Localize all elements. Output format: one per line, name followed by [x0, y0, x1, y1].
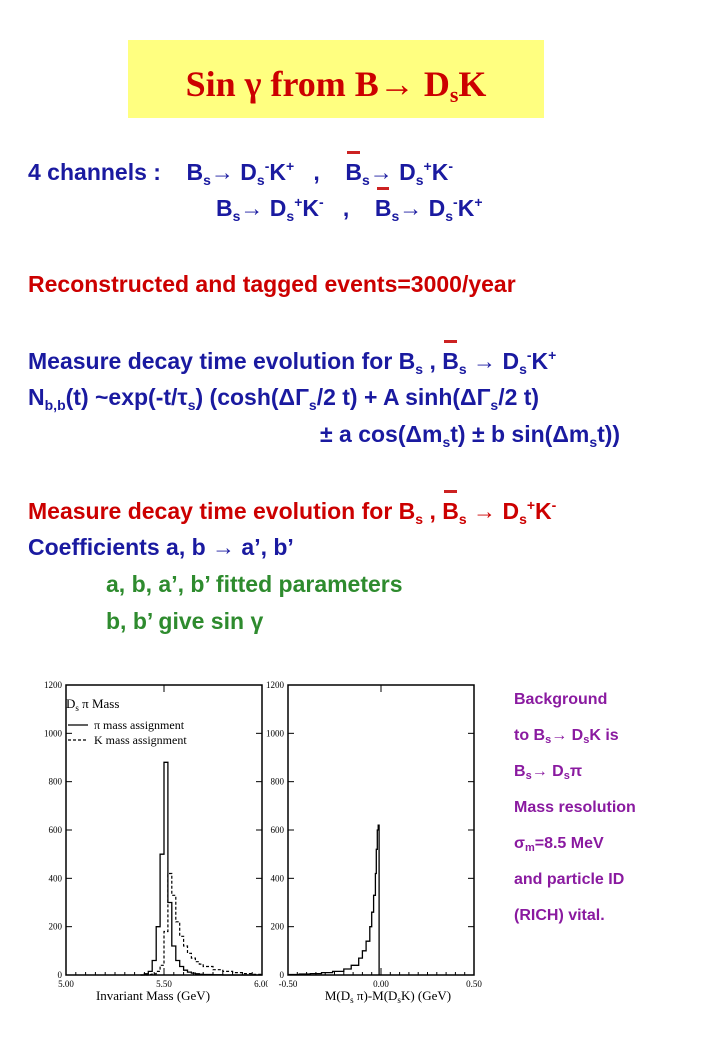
x-tick-label: 0.50: [466, 979, 482, 989]
title-banner: Sin γ from B→ DsK: [128, 40, 544, 118]
sidenote-line-6: and particle ID: [514, 871, 625, 888]
legend-item-k: K mass assignment: [94, 733, 187, 747]
sin-gamma-line: b, b’ give sin γ: [106, 608, 264, 634]
page-title: Sin γ from B→ DsK: [185, 64, 487, 107]
channels-line-2: Bs→ Ds+K- , Bs→ Ds-K+: [216, 187, 483, 224]
legend-title: Ds π Mass: [66, 696, 119, 713]
y-tick-label: 800: [271, 777, 285, 787]
formula-line-1: Nb,b(t) ~exp(-t/τs) (cosh(ΔΓs/2 t) + A s…: [28, 384, 540, 413]
y-tick-label: 200: [49, 922, 63, 932]
x-tick-label: 5.00: [58, 979, 74, 989]
sidenote-line-1: Background: [514, 691, 608, 708]
histogram-series-11: [140, 872, 263, 976]
x-axis-label: M(Ds π)-M(DsK) (GeV): [325, 988, 451, 1005]
x-tick-label: 5.50: [156, 979, 172, 989]
y-tick-label: 1000: [44, 728, 63, 738]
invariant-mass-histogram: 0 200 400 600 800 1000 1200 5.00 5.50 6.00 Ds π M…: [44, 680, 268, 1003]
y-tick-label: 600: [49, 825, 63, 835]
x-tick-label: 0.00: [373, 979, 389, 989]
sidenote-line-7: (RICH) vital.: [514, 907, 605, 924]
bbar-b: B: [345, 151, 362, 185]
coefficients-line: Coefficients a, b → a’, b’: [28, 534, 294, 560]
reconstructed-events: Reconstructed and tagged events=3000/yea…: [28, 271, 516, 297]
bbar-b: B: [374, 187, 392, 221]
sidenote-line-5: σm=8.5 MeV: [514, 835, 604, 854]
x-tick-label: 6.00: [254, 979, 268, 989]
y-tick-label: 0: [280, 970, 285, 980]
histogram-series-20: [288, 824, 380, 976]
histogram-series-10: [140, 761, 262, 976]
legend-item-pi: π mass assignment: [94, 718, 185, 732]
y-tick-label: 1200: [266, 680, 285, 690]
y-tick-label: 400: [271, 873, 285, 883]
sidenote-line-3: Bs→ Dsπ: [514, 763, 583, 782]
y-tick-label: 0: [58, 970, 63, 980]
y-tick-label: 1200: [44, 680, 63, 690]
measure-line-2: Measure decay time evolution for Bs , Bs…: [28, 490, 557, 527]
formula-line-2: ± a cos(Δmst) ± b sin(Δmst)): [320, 421, 621, 450]
y-tick-label: 800: [49, 777, 63, 787]
legend: Ds π Mass π mass assignment K mass assig…: [66, 696, 187, 747]
sidenote-line-4: Mass resolution: [514, 799, 636, 816]
y-tick-label: 1000: [266, 728, 285, 738]
bbar-b: B: [442, 340, 459, 374]
measure-line-1: Measure decay time evolution for Bs , Bs…: [28, 340, 557, 377]
y-tick-label: 400: [49, 873, 63, 883]
channels-line-1: 4 channels : Bs→ Ds-K+ , Bs→ Ds+K-: [28, 151, 454, 188]
mass-difference-histogram: 0 200 400 600 800 1000 1200 -0.50 0.00 0.50 M(Ds …: [266, 680, 482, 1005]
y-tick-label: 200: [271, 922, 285, 932]
bbar-b: B: [442, 490, 459, 524]
plot-frame: [287, 684, 475, 976]
x-axis-label: Invariant Mass (GeV): [96, 988, 210, 1003]
x-tick-label: -0.50: [279, 979, 298, 989]
sidenote-line-2: to Bs→ DsK is: [514, 727, 619, 746]
y-tick-label: 600: [271, 825, 285, 835]
fitted-parameters-line: a, b, a’, b’ fitted parameters: [106, 571, 403, 597]
